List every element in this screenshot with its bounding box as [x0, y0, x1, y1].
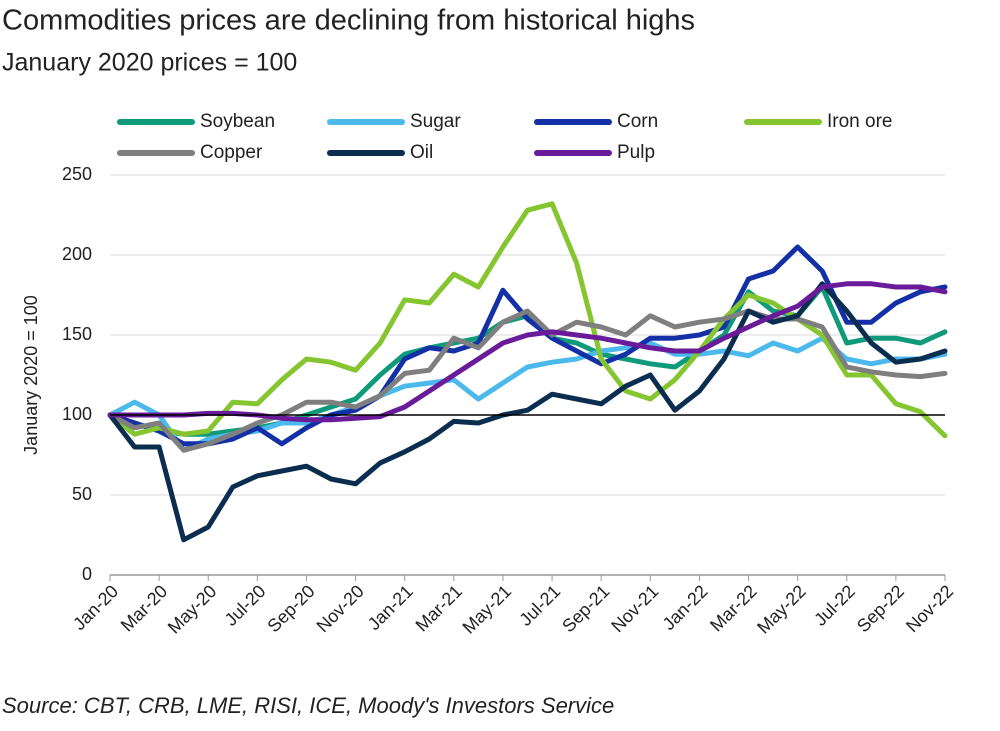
x-tick-label: Jan-21 [364, 581, 417, 634]
x-tick-label: Nov-21 [607, 581, 662, 636]
series-line [107, 281, 948, 543]
series-line [107, 281, 948, 423]
y-tick-label: 150 [62, 324, 92, 344]
chart-subtitle: January 2020 prices = 100 [2, 49, 297, 77]
x-tick-label: May-20 [164, 581, 221, 638]
legend-label: Oil [410, 142, 433, 163]
y-tick-label: 0 [82, 564, 92, 584]
legend-label: Sugar [410, 111, 461, 132]
x-tick-label: Sep-21 [558, 581, 613, 636]
x-tick-label: Sep-22 [853, 581, 908, 636]
x-tick-label: Nov-20 [313, 581, 368, 636]
x-tick-label: Jul-20 [221, 581, 270, 630]
x-tick-label: May-22 [753, 581, 810, 638]
x-tick-label: Jul-21 [515, 581, 564, 630]
x-tick-label: Mar-20 [117, 581, 171, 635]
chart-title: Commodities prices are declining from hi… [2, 5, 695, 37]
x-tick-label: Jan-20 [69, 581, 122, 634]
x-tick-label: Nov-22 [902, 581, 957, 636]
legend-label: Soybean [200, 111, 275, 132]
legend-label: Pulp [617, 142, 655, 163]
y-tick-label: 100 [62, 404, 92, 424]
series-line [107, 244, 948, 447]
x-tick-label: Mar-22 [706, 581, 760, 635]
y-tick-label: 250 [62, 164, 92, 184]
y-tick-label: 50 [72, 484, 92, 504]
x-tick-label: May-21 [459, 581, 516, 638]
source-note: Source: CBT, CRB, LME, RISI, ICE, Moody'… [2, 693, 614, 718]
legend-label: Corn [617, 111, 658, 132]
x-tick-label: Jul-22 [810, 581, 859, 630]
series-line [107, 201, 948, 439]
x-tick-label: Mar-21 [412, 581, 466, 635]
series-line [107, 308, 948, 453]
legend-label: Iron ore [827, 111, 892, 132]
y-tick-label: 200 [62, 244, 92, 264]
y-axis-label: January 2020 = 100 [21, 295, 41, 455]
legend-label: Copper [200, 142, 263, 163]
x-tick-label: Jan-22 [659, 581, 712, 634]
x-tick-label: Sep-20 [263, 581, 318, 636]
